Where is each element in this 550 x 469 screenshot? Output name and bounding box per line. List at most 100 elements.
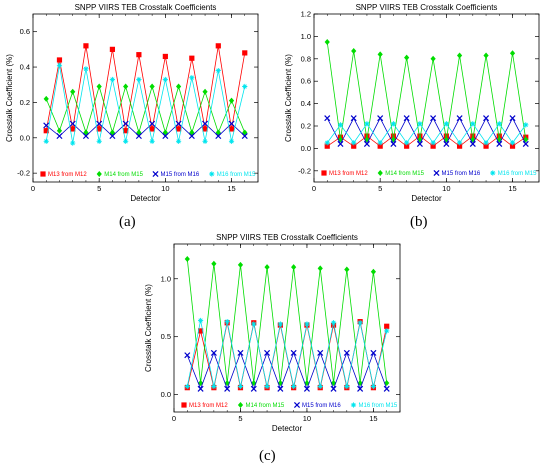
data-point	[417, 133, 423, 139]
x-tick-label: 15	[227, 184, 235, 193]
series-line	[327, 135, 526, 147]
x-tick-label: 5	[97, 184, 101, 193]
x-tick-label: 0	[172, 414, 176, 423]
data-point	[523, 122, 529, 128]
data-point	[430, 143, 436, 149]
y-tick-label: -0.2	[17, 169, 30, 178]
data-point	[202, 88, 208, 95]
series-line	[186, 351, 388, 390]
data-point	[202, 120, 209, 127]
data-point	[96, 120, 103, 127]
legend-marker	[377, 170, 383, 176]
data-point	[496, 121, 502, 127]
x-axis-label: Detector	[411, 194, 442, 203]
data-point	[291, 383, 297, 390]
y-tick-label: 0.4	[20, 63, 30, 72]
data-point	[483, 143, 489, 149]
data-point	[122, 120, 129, 127]
legend-label: M16 from M15	[498, 171, 537, 177]
data-point	[215, 43, 221, 49]
data-point	[417, 121, 423, 127]
y-tick-label: 1.0	[301, 32, 311, 41]
data-point	[210, 349, 217, 356]
data-point	[470, 133, 476, 139]
data-point	[317, 349, 324, 356]
y-tick-label: 0.4	[301, 99, 311, 108]
data-point	[242, 50, 248, 56]
data-point	[377, 115, 384, 122]
data-point	[456, 140, 463, 146]
series-line	[45, 123, 246, 137]
data-point	[404, 140, 410, 146]
series-m14-from-m15	[324, 39, 529, 143]
data-point	[344, 383, 350, 390]
data-point	[377, 51, 383, 58]
legend-marker	[293, 401, 301, 409]
series-line	[326, 117, 527, 145]
data-point	[237, 261, 244, 268]
data-point	[351, 47, 357, 54]
data-point	[215, 132, 222, 140]
series-line	[45, 45, 246, 131]
x-axis-label: Detector	[130, 194, 161, 203]
data-point	[123, 128, 129, 134]
x-tick-label: 15	[369, 414, 377, 423]
series-m15-from-m16	[324, 115, 529, 147]
y-tick-label: -0.2	[298, 166, 311, 175]
data-point	[43, 122, 50, 129]
y-tick-label: 0.2	[20, 98, 30, 107]
x-axis-label: Detector	[272, 424, 303, 433]
series-line	[186, 259, 388, 384]
data-point	[324, 39, 330, 45]
x-tick-label: 10	[161, 184, 169, 193]
x-tick-label: 5	[378, 184, 382, 193]
data-point	[149, 138, 155, 144]
data-point	[344, 266, 350, 273]
data-point	[264, 264, 270, 271]
data-point	[149, 126, 155, 132]
data-point	[70, 88, 76, 95]
data-point	[135, 132, 142, 140]
data-point	[149, 83, 155, 90]
legend-marker	[237, 402, 244, 408]
x-tick-label: 0	[31, 184, 35, 193]
series-m13-from-m12	[43, 43, 248, 134]
y-axis-label: Crosstalk Coefficient (%)	[5, 54, 14, 142]
data-point	[469, 140, 476, 147]
data-point	[456, 143, 463, 149]
legend-marker	[96, 171, 102, 177]
data-point	[123, 138, 129, 144]
data-point	[228, 138, 235, 144]
data-point	[197, 317, 204, 324]
data-point	[83, 66, 89, 72]
y-tick-label: 0.0	[20, 133, 30, 142]
data-point	[317, 383, 323, 390]
data-point	[509, 140, 516, 146]
data-point	[237, 383, 244, 390]
series-line	[186, 320, 388, 387]
legend-label: M14 from M15	[246, 403, 285, 409]
data-point	[241, 132, 248, 140]
data-point	[384, 328, 390, 334]
caption-a: (a)	[119, 214, 136, 230]
data-point	[290, 349, 297, 356]
data-point	[370, 383, 377, 390]
legend-marker	[181, 402, 187, 408]
data-point	[523, 136, 529, 143]
data-point	[351, 143, 357, 149]
data-point	[224, 385, 231, 392]
data-point	[390, 140, 397, 147]
series-m15-from-m16	[43, 120, 248, 140]
data-point	[430, 115, 437, 122]
plot-frame	[173, 243, 401, 413]
y-tick-label: 0.0	[161, 390, 171, 399]
y-tick-label: 0.5	[161, 332, 171, 341]
data-point	[351, 140, 357, 146]
series-line	[326, 41, 527, 140]
data-point	[303, 385, 310, 392]
data-point	[384, 323, 390, 329]
y-tick-label: 0.6	[301, 77, 311, 86]
data-point	[83, 129, 89, 136]
data-point	[377, 143, 383, 149]
chart-title: SNPP VIIRS TEB Crosstalk Coefficients	[356, 3, 498, 12]
